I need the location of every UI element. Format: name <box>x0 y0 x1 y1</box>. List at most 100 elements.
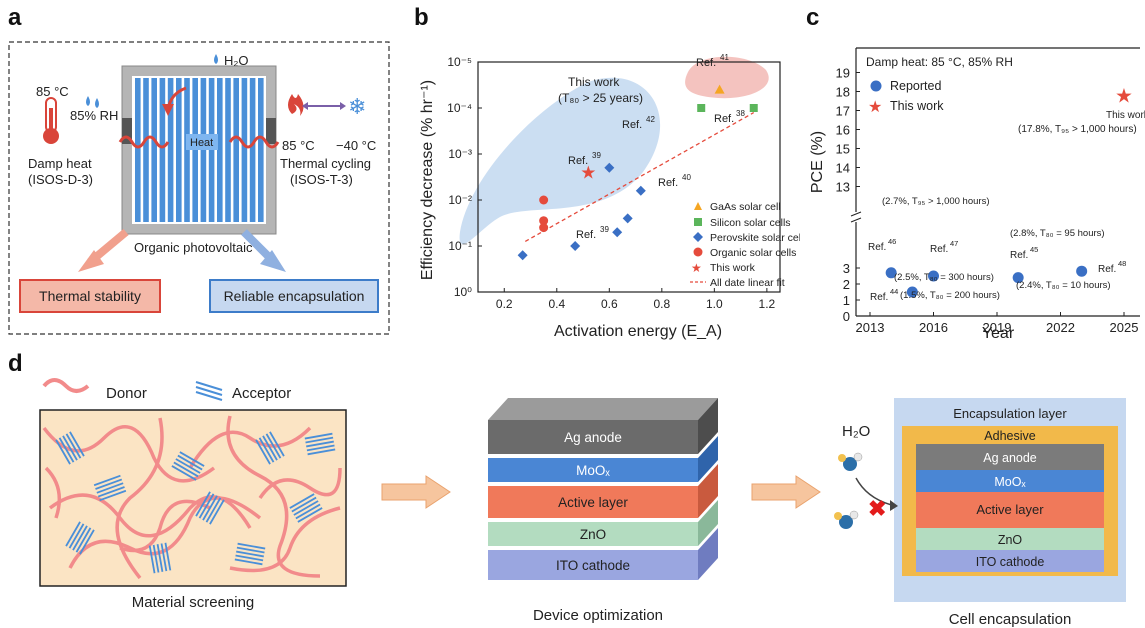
panel-label-b: b <box>414 4 429 31</box>
c-ref47: Ref. <box>930 244 948 255</box>
b-ref-39a: Ref. <box>568 155 588 167</box>
chart-b: 0.2 0.4 0.6 0.8 1.0 1.2 10⁰ 10⁻¹ 10⁻² 10⁻³ 10⁻⁴ 10⁻… <box>419 53 800 340</box>
donor-label: Donor <box>106 385 147 402</box>
x-tick-label: 2025 <box>1110 320 1139 335</box>
enc-moox-label: MoOₓ <box>994 475 1026 489</box>
data-point-this-work: ★ <box>580 162 596 182</box>
left-rh: 85% RH <box>70 108 118 123</box>
c-ref47-note: (2.5%, T₈₀ = 300 hours) <box>894 272 994 283</box>
enc-active-label: Active layer <box>976 502 1044 517</box>
panel-label-d: d <box>8 350 23 377</box>
c-this-work-sub: (17.8%, T₉₅ > 1,000 hours) <box>1018 124 1137 135</box>
chart-c-title: Damp heat: 85 °C, 85% RH <box>866 55 1013 69</box>
b-this-work-sub: (T₈₀ > 25 years) <box>558 91 643 105</box>
stack-side-3 <box>698 500 718 546</box>
donor-acceptor-blend <box>42 415 342 580</box>
y-tick-label: 13 <box>836 180 850 195</box>
stack-side-1 <box>698 436 718 482</box>
thermal-cycling-std: (ISOS-T-3) <box>290 172 353 187</box>
c-ref44-num: 44 <box>890 287 898 296</box>
data-point-this-work: ★ <box>1115 85 1133 107</box>
inorganic-region <box>685 56 769 99</box>
stack-label-2: Active layer <box>558 495 628 510</box>
device-stack: Ag anode MoOₓ Active layer ZnO ITO cathode <box>488 398 718 580</box>
y-tick-label: 14 <box>836 161 850 176</box>
y-tick-label: 10⁻² <box>448 193 472 207</box>
legend-organic: Organic solar cells <box>710 247 796 259</box>
c-ref46-note: (2.7%, T₉₅ > 1,000 hours) <box>882 196 990 207</box>
x-tick-label: 0.6 <box>601 297 618 311</box>
data-point-reported <box>906 286 918 298</box>
axis-break-mark <box>850 211 862 217</box>
thermal-stability-box <box>19 279 161 313</box>
data-point-perovskite-solar-cells <box>570 241 581 251</box>
data-point-perovskite-solar-cells <box>517 250 528 261</box>
x-tick-label: 1.0 <box>706 297 723 311</box>
enc-ito-layer <box>916 550 1104 572</box>
b-ref-42-num: 42 <box>646 115 655 124</box>
b-ref-40-num: 40 <box>682 173 691 182</box>
data-point-reported <box>885 267 897 279</box>
acceptor-symbol <box>195 381 223 401</box>
data-point-perovskite-solar-cells <box>622 213 633 224</box>
enc-adhesive-label: Adhesive <box>984 429 1035 443</box>
fire-icon <box>288 94 304 116</box>
chart-b-ylabel: Efficiency decrease (% hr⁻¹) <box>419 80 436 280</box>
y-tick-label: 16 <box>836 123 850 138</box>
chart-b-frame <box>477 61 781 293</box>
b-ref-41-num: 41 <box>720 53 729 62</box>
enc-moox-layer <box>916 470 1104 492</box>
damp-heat-std: (ISOS-D-3) <box>28 172 93 187</box>
panel-label-a: a <box>8 4 22 31</box>
y-tick-label: 10⁰ <box>454 285 472 299</box>
y-tick-label: 10⁻³ <box>448 147 472 161</box>
b-ref-42: Ref. <box>622 119 642 131</box>
thermal-cycling-label: Thermal cycling <box>280 156 371 171</box>
axis-break-mark <box>850 217 862 223</box>
y-tick-label: 2 <box>843 277 850 292</box>
legend-perovskite: Perovskite solar cells <box>710 232 800 244</box>
data-point-silicon-solar-cells <box>697 104 706 112</box>
y-tick-label: 15 <box>836 142 850 157</box>
panel-d-figure: Donor Acceptor Material screening Ag ano… <box>39 378 1126 628</box>
enc-ito-label: ITO cathode <box>976 555 1045 569</box>
y-tick-label: 17 <box>836 104 850 119</box>
enc-encapsulation-label: Encapsulation layer <box>953 406 1067 421</box>
chart-b-legend: GaAs solar cell Silicon solar cells Pero… <box>690 201 800 289</box>
y-tick-label: 10⁻⁵ <box>447 55 472 69</box>
c-ref46: Ref. <box>868 242 886 253</box>
legend-perovskite-marker <box>693 232 703 242</box>
legend-gaas-marker <box>694 202 702 210</box>
process-arrow-2 <box>751 475 821 509</box>
x-tick-label: 0.4 <box>548 297 565 311</box>
water-drop-icon <box>214 54 218 64</box>
b-this-work-label: This work <box>568 75 620 89</box>
b-ref-40: Ref. <box>658 177 678 189</box>
donor-symbol <box>42 378 90 393</box>
c-ref44-note: (1.5%, T₈₀ = 200 hours) <box>900 290 1000 301</box>
b-ref-39b-num: 39 <box>600 225 609 234</box>
step-material-screening: Material screening <box>132 594 255 611</box>
data-point-reported <box>1012 272 1024 284</box>
step-device-optimization: Device optimization <box>533 607 663 624</box>
heat-wave-right <box>228 135 280 149</box>
water-drops-icon <box>86 96 99 108</box>
enc-active-layer <box>916 492 1104 528</box>
enc-zno-label: ZnO <box>998 533 1023 547</box>
legend-this-work-marker: ★ <box>691 261 702 275</box>
heat-wave-left <box>118 135 170 149</box>
data-point-perovskite-solar-cells <box>612 227 623 238</box>
y-tick-label: 1 <box>843 293 850 308</box>
data-point-organic-solar-cells <box>539 223 549 233</box>
x-tick-label: 0.2 <box>496 297 513 311</box>
c-ref44: Ref. <box>870 292 888 303</box>
linear-fit-line <box>524 112 755 242</box>
stack-label-1: MoOₓ <box>576 463 610 478</box>
legend-this-work-star: ★ <box>868 99 882 116</box>
water-molecule-icon <box>834 510 859 529</box>
stack-label-4: ITO cathode <box>556 558 630 573</box>
c-ref48: Ref. <box>1098 264 1116 275</box>
x-tick-label: 0.8 <box>653 297 670 311</box>
h2o-label: H₂O <box>224 53 249 68</box>
